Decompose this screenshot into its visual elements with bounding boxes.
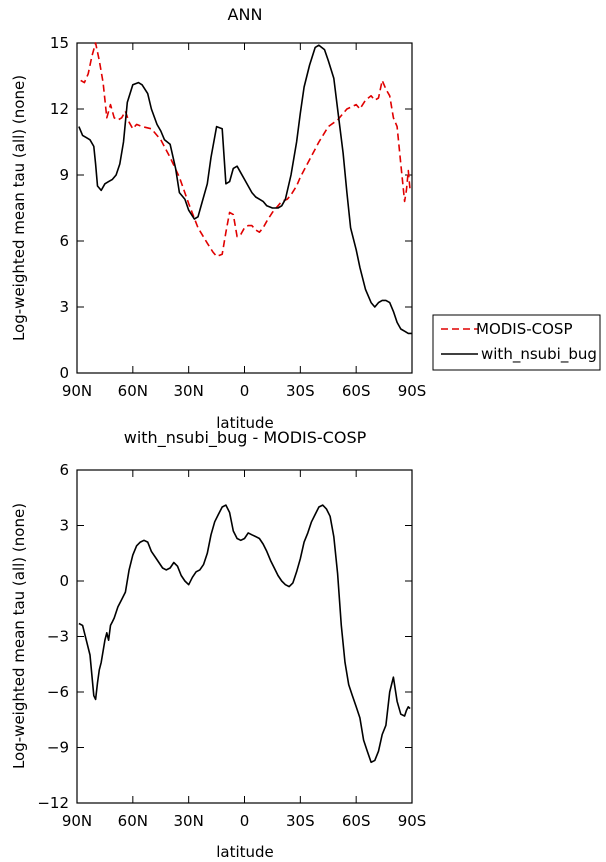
y-tick-label: 6 [59,461,69,479]
x-tick-label: 90N [62,812,92,830]
x-tick-label: 60N [118,382,148,400]
y-tick-label: 12 [50,100,69,118]
chart-bottom-x-ticks: 90N 60N 30N 0 30S 60S 90S [62,470,426,830]
chart-top-title: ANN [228,5,263,24]
y-tick-label: 15 [50,34,69,52]
y-tick-label: −3 [47,628,69,646]
chart-top-series [78,42,412,335]
x-tick-label: 60S [342,382,371,400]
series-line-with-nsubi-bug [78,44,412,335]
series-line-with-nsubi-bug-modis-cosp [78,504,411,764]
chart-top-ylabel: Log-weighted mean tau (all) (none) [10,75,28,341]
x-tick-label: 30N [174,382,204,400]
x-tick-label: 0 [240,812,250,830]
legend-frame [432,314,601,371]
y-tick-label: 0 [59,572,69,590]
x-tick-label: 30N [174,812,204,830]
chart-top-legend: MODIS-COSP with_nsubi_bug [432,314,601,371]
x-tick-label: 60N [118,812,148,830]
y-tick-label: 9 [59,166,69,184]
chart-bottom-y-ticks: −12 −9 −6 −3 0 3 6 [37,461,412,812]
x-tick-label: 30S [286,382,315,400]
y-tick-label: −6 [47,683,69,701]
chart-bottom: with_nsubi_bug - MODIS-COSP −12 −9 −6 −3 0 3 6… [10,428,426,861]
series-line-modis-cosp [80,42,411,258]
x-tick-label: 90S [398,812,427,830]
legend-label-with-nsubi-bug: with_nsubi_bug [481,345,597,364]
legend-label-modis-cosp: MODIS-COSP [476,320,573,338]
x-tick-label: 90S [398,382,427,400]
y-tick-label: 3 [59,517,69,535]
y-tick-label: 6 [59,232,69,250]
chart-top-plot-frame [76,42,413,374]
chart-bottom-ylabel: Log-weighted mean tau (all) (none) [10,503,28,769]
chart-top-x-ticks: 90N 60N 30N 0 30S 60S 90S [62,43,426,400]
chart-bottom-xlabel: latitude [216,843,274,861]
y-tick-label: −12 [37,794,69,812]
chart-bottom-title: with_nsubi_bug - MODIS-COSP [124,428,367,448]
chart-top: ANN 0 3 6 9 12 15 90N 60N 30N 0 30S 60S 90S latitud… [10,5,601,432]
x-tick-label: 0 [240,382,250,400]
chart-bottom-series [78,504,411,764]
x-tick-label: 30S [286,812,315,830]
y-tick-label: 0 [59,364,69,382]
chart-top-y-ticks: 0 3 6 9 12 15 [50,34,412,382]
chart-top-xlabel: latitude [216,414,274,432]
chart-bottom-plot-frame [76,469,413,804]
x-tick-label: 90N [62,382,92,400]
x-tick-label: 60S [342,812,371,830]
y-tick-label: −9 [47,739,69,757]
y-tick-label: 3 [59,298,69,316]
